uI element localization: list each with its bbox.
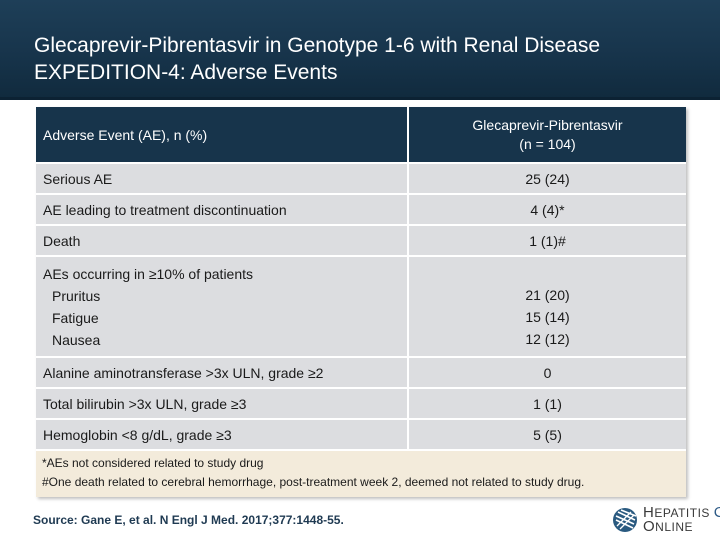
- table-row: AE leading to treatment discontinuation …: [36, 194, 686, 226]
- footnote-asterisk: *AEs not considered related to study dru…: [42, 456, 264, 470]
- ae-item-value: 15 (14): [525, 309, 570, 325]
- slide-title: Glecaprevir-Pibrentasvir in Genotype 1-6…: [34, 32, 704, 86]
- row-value: 1 (1): [407, 388, 686, 420]
- table-row: Total bilirubin >3x ULN, grade ≥3 1 (1): [36, 388, 686, 420]
- ae-item-value: 12 (12): [525, 331, 570, 347]
- ae-item-value: 21 (20): [525, 287, 570, 303]
- treatment-header-n: (n = 104): [519, 135, 576, 152]
- common-aes-labels: AEs occurring in ≥10% of patients Prurit…: [36, 256, 408, 358]
- adverse-events-table: Adverse Event (AE), n (%) Glecaprevir-Pi…: [36, 107, 686, 497]
- logo-word-hepatitis: EPATITIS: [654, 506, 710, 520]
- logo-globe-icon: [613, 508, 637, 532]
- logo-wordmark: HEPATITIS C ONLINE: [643, 504, 720, 535]
- logo-word-online: NLINE: [655, 520, 694, 534]
- row-value: 0: [407, 357, 686, 389]
- common-aes-heading: AEs occurring in ≥10% of patients: [43, 265, 254, 282]
- table-row: Death 1 (1)#: [36, 225, 686, 257]
- hepatitis-c-online-logo: HEPATITIS C ONLINE: [612, 504, 720, 536]
- ae-item-label: Pruritus: [52, 287, 101, 304]
- footnote-hash: #One death related to cerebral hemorrhag…: [42, 475, 585, 489]
- common-aes-values: 21 (20) 15 (14) 12 (12): [407, 256, 686, 358]
- logo-initial-h: H: [643, 504, 655, 521]
- row-value: 1 (1)#: [407, 225, 686, 257]
- slide-title-line2: EXPEDITION-4: Adverse Events: [34, 61, 338, 84]
- row-label: Alanine aminotransferase >3x ULN, grade …: [36, 357, 408, 389]
- row-label: Hemoglobin <8 g/dL, grade ≥3: [36, 419, 408, 451]
- footnotes: *AEs not considered related to study dru…: [36, 450, 686, 497]
- row-value: 4 (4)*: [407, 194, 686, 226]
- row-value: 25 (24): [407, 163, 686, 195]
- slide-header: Glecaprevir-Pibrentasvir in Genotype 1-6…: [0, 0, 720, 100]
- row-value: 5 (5): [407, 419, 686, 451]
- table-row: Serious AE 25 (24): [36, 163, 686, 195]
- table-row-common-aes: AEs occurring in ≥10% of patients Prurit…: [36, 256, 686, 358]
- treatment-header-name: Glecaprevir-Pibrentasvir: [472, 116, 623, 133]
- row-label: Total bilirubin >3x ULN, grade ≥3: [36, 388, 408, 420]
- table-header-row: Adverse Event (AE), n (%) Glecaprevir-Pi…: [36, 107, 686, 164]
- table-row: Hemoglobin <8 g/dL, grade ≥3 5 (5): [36, 419, 686, 451]
- ae-item-label: Nausea: [52, 331, 101, 348]
- column-header-adverse-event: Adverse Event (AE), n (%): [36, 107, 408, 164]
- table-row: Alanine aminotransferase >3x ULN, grade …: [36, 357, 686, 389]
- source-citation: Source: Gane E, et al. N Engl J Med. 201…: [33, 513, 344, 527]
- ae-item-label: Fatigue: [52, 309, 99, 326]
- logo-letter-c: C: [714, 504, 720, 521]
- logo-initial-o: O: [643, 518, 656, 535]
- row-label: AE leading to treatment discontinuation: [36, 194, 408, 226]
- row-label: Serious AE: [36, 163, 408, 195]
- footnote-row: *AEs not considered related to study dru…: [36, 450, 686, 497]
- column-header-treatment: Glecaprevir-Pibrentasvir (n = 104): [407, 107, 686, 164]
- row-label: Death: [36, 225, 408, 257]
- slide-title-line1: Glecaprevir-Pibrentasvir in Genotype 1-6…: [34, 34, 601, 57]
